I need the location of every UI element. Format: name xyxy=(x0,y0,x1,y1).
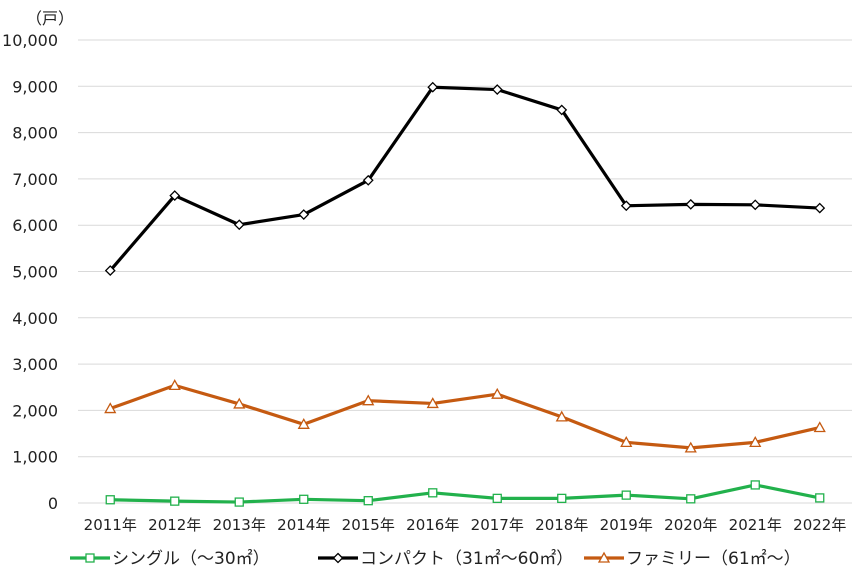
data-point xyxy=(362,174,374,186)
data-point xyxy=(297,417,310,429)
y-axis-unit-label: （戸） xyxy=(26,9,74,28)
legend-label: コンパクト（31㎡～60㎡） xyxy=(360,549,573,569)
legend-item: シングル（～30㎡） xyxy=(70,549,270,569)
data-point xyxy=(233,219,245,231)
y-tick-label: 9,000 xyxy=(12,77,58,96)
data-point xyxy=(556,104,568,116)
y-tick-label: 3,000 xyxy=(12,355,58,374)
legend-label: ファミリー（61㎡～） xyxy=(626,549,801,569)
y-tick-label: 1,000 xyxy=(12,448,58,467)
x-tick-label: 2020年 xyxy=(664,516,717,534)
x-tick-label: 2019年 xyxy=(600,516,653,534)
data-point xyxy=(85,553,95,563)
data-point xyxy=(815,493,825,503)
x-tick-label: 2017年 xyxy=(471,516,524,534)
data-point xyxy=(427,81,439,93)
data-point xyxy=(686,494,696,504)
y-axis-ticks: 0 1,000 2,000 3,000 4,000 5,000 6,000 7,000 8,00… xyxy=(2,31,58,513)
legend: シングル（～30㎡） コンパクト（31㎡～60㎡） ファミリー（61㎡～） xyxy=(70,549,801,569)
data-point xyxy=(557,493,567,504)
data-point xyxy=(362,394,375,406)
data-point xyxy=(299,494,309,504)
data-point xyxy=(104,402,117,414)
x-tick-label: 2011年 xyxy=(84,516,137,534)
data-point xyxy=(426,397,439,409)
data-point xyxy=(597,551,611,563)
data-point xyxy=(298,209,310,220)
data-point xyxy=(750,480,760,490)
data-point xyxy=(170,496,180,506)
data-point xyxy=(620,436,633,447)
x-tick-label: 2018年 xyxy=(535,516,588,534)
y-tick-label: 2,000 xyxy=(12,401,58,420)
data-point xyxy=(685,198,697,210)
data-point xyxy=(363,496,373,506)
data-point xyxy=(814,202,826,214)
x-tick-label: 2016年 xyxy=(406,516,459,534)
series-line xyxy=(109,383,821,450)
y-tick-label: 10,000 xyxy=(2,31,58,50)
x-axis-ticks: 2011年 2012年 2013年 2014年 2015年 2016年 2017年 2018年… xyxy=(84,516,847,534)
y-tick-label: 4,000 xyxy=(12,309,58,328)
x-tick-label: 2013年 xyxy=(213,516,266,534)
legend-label: シングル（～30㎡） xyxy=(112,549,270,569)
data-point xyxy=(428,488,438,498)
y-tick-label: 5,000 xyxy=(12,263,58,282)
data-point xyxy=(492,493,502,504)
series-group xyxy=(104,81,826,507)
y-tick-label: 8,000 xyxy=(12,124,58,143)
x-tick-label: 2014年 xyxy=(277,516,330,534)
data-point xyxy=(684,441,697,453)
data-point xyxy=(332,552,344,564)
series-2 xyxy=(104,379,826,453)
data-point xyxy=(234,497,244,507)
y-tick-label: 0 xyxy=(48,494,58,513)
gridlines xyxy=(78,39,852,504)
data-point xyxy=(749,436,762,447)
x-tick-label: 2022年 xyxy=(793,516,846,534)
y-tick-label: 6,000 xyxy=(12,216,58,235)
x-tick-label: 2015年 xyxy=(342,516,395,534)
series-line xyxy=(109,85,820,272)
data-point xyxy=(621,490,631,500)
series-line xyxy=(110,483,821,504)
data-point xyxy=(491,84,503,95)
y-tick-label: 7,000 xyxy=(12,170,58,189)
data-point xyxy=(169,190,181,201)
data-point xyxy=(555,410,568,422)
data-point xyxy=(491,387,504,399)
series-1 xyxy=(104,81,826,276)
data-point xyxy=(105,495,115,505)
series-0 xyxy=(105,480,825,507)
data-point xyxy=(813,421,826,433)
data-point xyxy=(749,199,761,211)
data-point xyxy=(104,265,116,276)
x-tick-label: 2012年 xyxy=(148,516,201,534)
data-point xyxy=(168,379,181,391)
legend-item: コンパクト（31㎡～60㎡） xyxy=(318,549,573,569)
x-tick-label: 2021年 xyxy=(729,516,782,534)
data-point xyxy=(233,397,246,409)
legend-item: ファミリー（61㎡～） xyxy=(584,549,801,569)
data-point xyxy=(620,200,632,212)
